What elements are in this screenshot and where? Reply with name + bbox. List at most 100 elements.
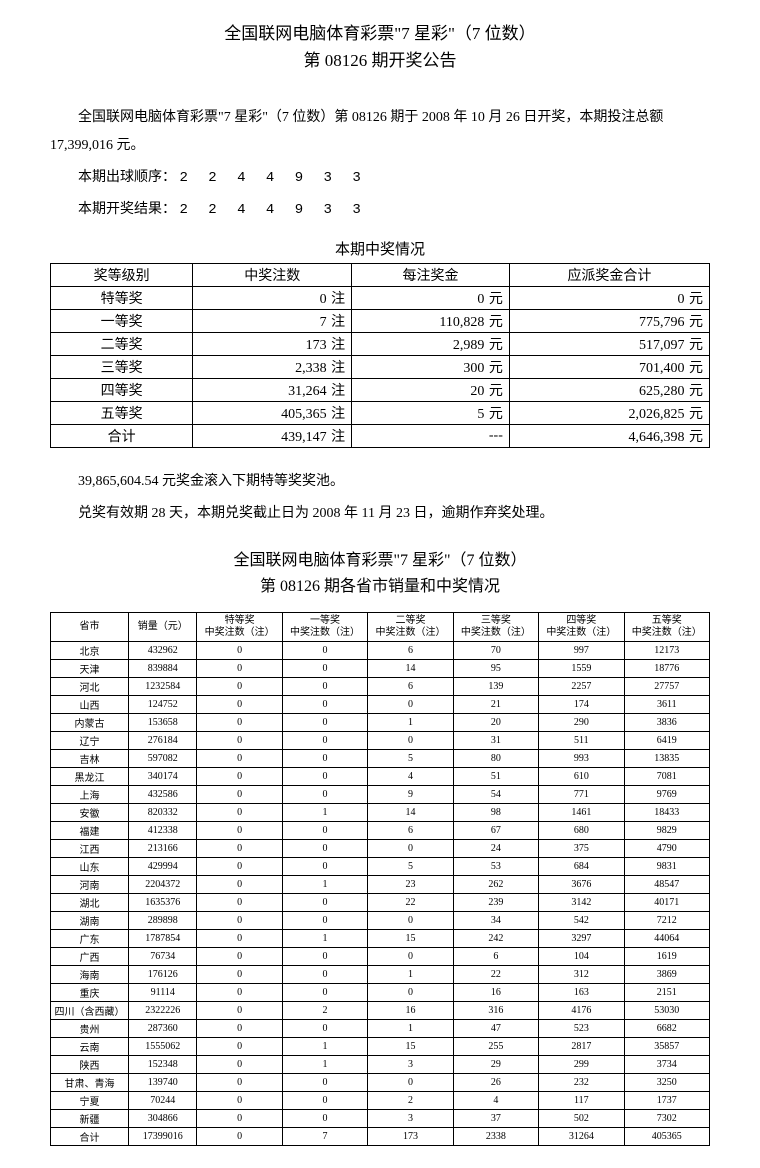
province-cell: 104 <box>539 947 624 965</box>
province-cell: 1555062 <box>129 1037 197 1055</box>
province-table-row: 江西213166000243754790 <box>51 839 710 857</box>
prize-level: 四等奖 <box>51 379 193 402</box>
province-cell: 0 <box>197 677 282 695</box>
prize-count: 2,338 注 <box>193 356 352 379</box>
province-name: 黑龙江 <box>51 767 129 785</box>
province-cell: 9831 <box>624 857 709 875</box>
province-cell: 290 <box>539 713 624 731</box>
province-cell: 289898 <box>129 911 197 929</box>
province-cell: 262 <box>453 875 538 893</box>
province-cell: 0 <box>197 1001 282 1019</box>
province-cell: 0 <box>197 857 282 875</box>
province-cell: 1 <box>282 1055 367 1073</box>
province-name: 湖南 <box>51 911 129 929</box>
province-cell: 0 <box>282 947 367 965</box>
result-line: 本期开奖结果： 2 2 4 4 9 3 3 <box>50 196 710 224</box>
intro-paragraph: 全国联网电脑体育彩票"7 星彩"（7 位数）第 08126 期于 2008 年 … <box>50 104 710 160</box>
province-cell: 375 <box>539 839 624 857</box>
province-cell: 22 <box>368 893 453 911</box>
province-cell: 67 <box>453 821 538 839</box>
province-table-header: 四等奖中奖注数（注） <box>539 612 624 641</box>
province-cell: 1737 <box>624 1091 709 1109</box>
province-cell: 0 <box>282 893 367 911</box>
prize-table-header: 每注奖金 <box>352 264 510 287</box>
province-cell: 29 <box>453 1055 538 1073</box>
province-cell: 70244 <box>129 1091 197 1109</box>
prize-per: 5 元 <box>352 402 510 425</box>
province-cell: 213166 <box>129 839 197 857</box>
province-cell: 405365 <box>624 1127 709 1145</box>
prize-count: 173 注 <box>193 333 352 356</box>
province-cell: 1 <box>282 803 367 821</box>
province-cell: 2338 <box>453 1127 538 1145</box>
province-cell: 523 <box>539 1019 624 1037</box>
province-cell: 0 <box>282 1109 367 1127</box>
province-name: 广东 <box>51 929 129 947</box>
prize-table-header: 应派奖金合计 <box>509 264 709 287</box>
draw-sequence-label: 本期出球顺序： <box>78 170 176 185</box>
province-name: 合计 <box>51 1127 129 1145</box>
province-cell: 0 <box>197 911 282 929</box>
province-cell: 304866 <box>129 1109 197 1127</box>
province-cell: 22 <box>453 965 538 983</box>
province-cell: 0 <box>197 947 282 965</box>
province-cell: 18433 <box>624 803 709 821</box>
province-cell: 0 <box>197 1091 282 1109</box>
prize-count: 31,264 注 <box>193 379 352 402</box>
province-cell: 299 <box>539 1055 624 1073</box>
province-cell: 13835 <box>624 749 709 767</box>
province-table-header: 二等奖中奖注数（注） <box>368 612 453 641</box>
prize-total: 2,026,825 元 <box>509 402 709 425</box>
province-table-row: 上海432586009547719769 <box>51 785 710 803</box>
province-name: 海南 <box>51 965 129 983</box>
province-name: 陕西 <box>51 1055 129 1073</box>
province-cell: 511 <box>539 731 624 749</box>
province-cell: 5 <box>368 857 453 875</box>
province-cell: 76734 <box>129 947 197 965</box>
province-cell: 0 <box>282 821 367 839</box>
province-cell: 31264 <box>539 1127 624 1145</box>
province-cell: 95 <box>453 659 538 677</box>
province-cell: 117 <box>539 1091 624 1109</box>
province-cell: 0 <box>197 839 282 857</box>
province-cell: 0 <box>282 641 367 659</box>
province-cell: 312 <box>539 965 624 983</box>
province-cell: 771 <box>539 785 624 803</box>
province-cell: 0 <box>368 983 453 1001</box>
province-cell: 0 <box>197 1073 282 1091</box>
province-cell: 6 <box>368 641 453 659</box>
province-table-row: 甘肃、青海139740000262323250 <box>51 1073 710 1091</box>
province-cell: 40171 <box>624 893 709 911</box>
prize-table-row: 四等奖31,264 注20 元625,280 元 <box>51 379 710 402</box>
province-cell: 124752 <box>129 695 197 713</box>
province-cell: 0 <box>197 893 282 911</box>
province-cell: 7 <box>282 1127 367 1145</box>
rollover-paragraph: 39,865,604.54 元奖金滚入下期特等奖奖池。 <box>50 468 710 496</box>
province-cell: 6419 <box>624 731 709 749</box>
province-cell: 0 <box>282 965 367 983</box>
province-cell: 4176 <box>539 1001 624 1019</box>
province-cell: 153658 <box>129 713 197 731</box>
province-cell: 15 <box>368 929 453 947</box>
prize-count: 7 注 <box>193 310 352 333</box>
province-cell: 6 <box>368 821 453 839</box>
province-table-row: 山西124752000211743611 <box>51 695 710 713</box>
province-cell: 1 <box>282 875 367 893</box>
province-cell: 0 <box>197 803 282 821</box>
prize-table-header: 中奖注数 <box>193 264 352 287</box>
province-cell: 23 <box>368 875 453 893</box>
province-cell: 2 <box>282 1001 367 1019</box>
province-cell: 432586 <box>129 785 197 803</box>
province-cell: 3142 <box>539 893 624 911</box>
province-cell: 14 <box>368 659 453 677</box>
province-name: 河北 <box>51 677 129 695</box>
province-table-row: 广东17878540115242329744064 <box>51 929 710 947</box>
province-table-row: 辽宁276184000315116419 <box>51 731 710 749</box>
province-cell: 0 <box>282 1091 367 1109</box>
province-cell: 0 <box>197 929 282 947</box>
province-cell: 0 <box>197 875 282 893</box>
province-cell: 18776 <box>624 659 709 677</box>
province-cell: 0 <box>282 857 367 875</box>
province-cell: 255 <box>453 1037 538 1055</box>
province-cell: 1 <box>368 713 453 731</box>
